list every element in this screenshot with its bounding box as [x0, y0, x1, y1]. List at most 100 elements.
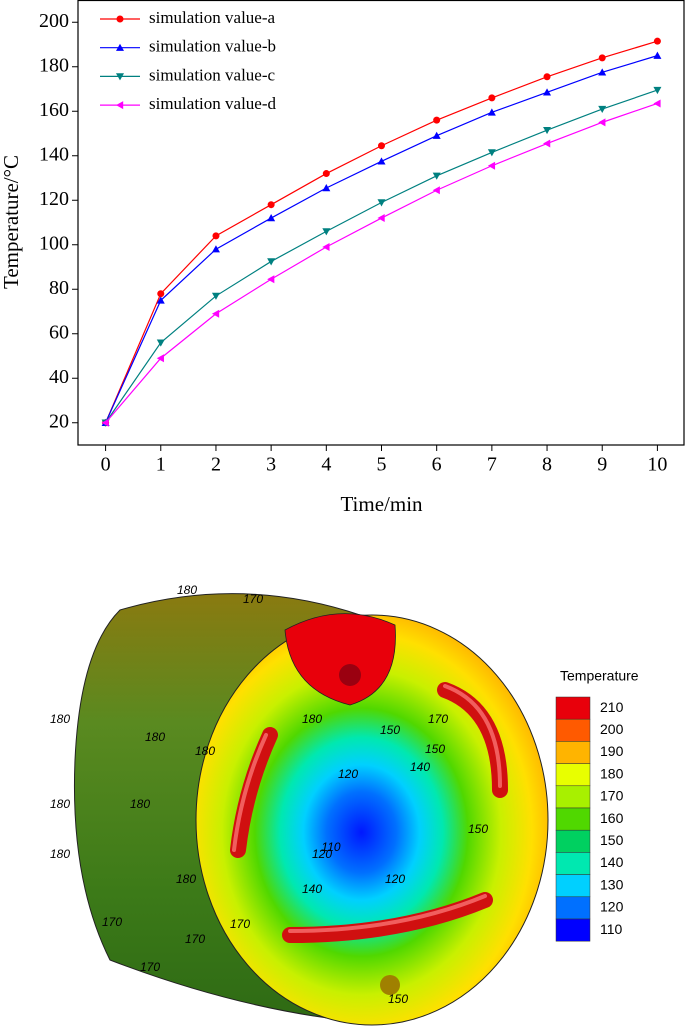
y-tick-label: 80	[49, 277, 69, 299]
contour-label: 180	[50, 847, 70, 861]
contour-label: 180	[195, 744, 215, 758]
marker	[543, 139, 551, 148]
contour-label: 120	[338, 767, 358, 781]
colorbar-swatch	[555, 829, 591, 853]
y-tick-label: 20	[49, 410, 69, 432]
marker	[377, 214, 385, 223]
x-tick-label: 7	[487, 454, 497, 476]
x-tick-label: 0	[101, 454, 111, 476]
x-tick-label: 2	[211, 454, 221, 476]
marker	[432, 131, 441, 139]
marker	[101, 418, 109, 427]
contour-label: 170	[428, 712, 448, 726]
marker	[543, 88, 552, 96]
x-tick-label: 1	[156, 454, 166, 476]
marker	[156, 354, 164, 363]
series-line	[105, 102, 658, 424]
marker	[267, 201, 275, 209]
x-axis-label: Time/min	[340, 492, 423, 516]
contour-label: 150	[380, 723, 400, 737]
legend-label: simulation value-c	[149, 65, 276, 84]
colorbar-swatch	[555, 896, 591, 920]
contour-label: 170	[243, 592, 263, 606]
legend-label: simulation value-a	[149, 8, 276, 27]
colorbar-label: 170	[600, 788, 624, 804]
marker	[116, 73, 124, 81]
contour-label: 120	[385, 872, 405, 886]
contour-label: 180	[50, 797, 70, 811]
marker	[157, 290, 165, 298]
marker	[322, 170, 330, 178]
contour-label: 180	[50, 712, 70, 726]
legend-label: simulation value-b	[149, 37, 276, 56]
x-tick-label: 6	[432, 454, 442, 476]
y-tick-label: 60	[49, 321, 69, 343]
marker	[653, 99, 661, 108]
marker	[378, 142, 385, 150]
x-tick-label: 9	[597, 454, 607, 476]
colorbar-swatch	[555, 741, 591, 764]
colorbar-label: 160	[600, 810, 624, 826]
contour-label: 150	[425, 742, 445, 756]
marker	[211, 245, 220, 253]
marker	[211, 292, 220, 300]
colorbar-swatch	[555, 807, 591, 831]
marker	[653, 86, 662, 95]
contour-label: 180	[177, 583, 197, 597]
colorbar-label: 180	[600, 765, 624, 781]
marker	[487, 108, 496, 116]
marker	[267, 258, 276, 266]
x-tick-label: 3	[266, 454, 276, 476]
contour-label: 180	[145, 730, 165, 744]
marker	[432, 172, 441, 180]
colorbar-label: 110	[600, 921, 623, 937]
x-tick-label: 8	[542, 454, 552, 476]
marker	[598, 54, 606, 62]
y-tick-label: 120	[39, 188, 69, 210]
contour-label: 140	[302, 882, 322, 896]
marker	[377, 157, 386, 165]
colorbar-label: 200	[600, 721, 624, 737]
legend-label: simulation value-d	[149, 94, 277, 113]
marker	[598, 68, 607, 76]
marker	[543, 126, 552, 135]
marker	[116, 43, 124, 51]
y-axis-label: Temperature/°C	[0, 155, 23, 289]
colorbar-swatch	[555, 918, 591, 942]
marker	[543, 73, 551, 81]
marker	[487, 161, 496, 170]
colorbar-label: 210	[600, 699, 624, 715]
contour-label: 150	[388, 992, 408, 1006]
series-line	[105, 89, 658, 424]
cylinder-render	[73, 593, 549, 1026]
contour-label: 170	[230, 917, 250, 931]
colorbar-label: 150	[600, 832, 624, 848]
colorbar-swatch	[555, 852, 591, 875]
marker	[116, 101, 124, 110]
marker	[377, 199, 386, 207]
marker	[322, 184, 331, 192]
colorbar-title: Temperature	[560, 668, 639, 684]
colorbar-swatch	[555, 785, 591, 809]
marker	[212, 232, 220, 240]
contour-label: 180	[130, 797, 150, 811]
y-tick-label: 140	[39, 143, 69, 165]
marker	[211, 309, 220, 318]
contour-label: 150	[468, 822, 488, 836]
marker	[156, 296, 165, 304]
contour-label: 180	[176, 872, 196, 886]
contour-label: 110	[321, 840, 340, 854]
contour-label: 120	[312, 847, 332, 861]
marker	[487, 149, 496, 157]
marker	[116, 15, 124, 23]
y-tick-label: 180	[39, 54, 69, 76]
colorbar-label: 120	[600, 899, 624, 915]
marker	[598, 118, 606, 127]
colorbar-swatch	[555, 763, 591, 787]
marker	[267, 275, 275, 284]
colorbar-label: 140	[600, 854, 624, 870]
marker	[432, 186, 440, 195]
y-tick-label: 100	[39, 232, 69, 254]
marker	[653, 51, 662, 59]
marker	[598, 105, 607, 114]
